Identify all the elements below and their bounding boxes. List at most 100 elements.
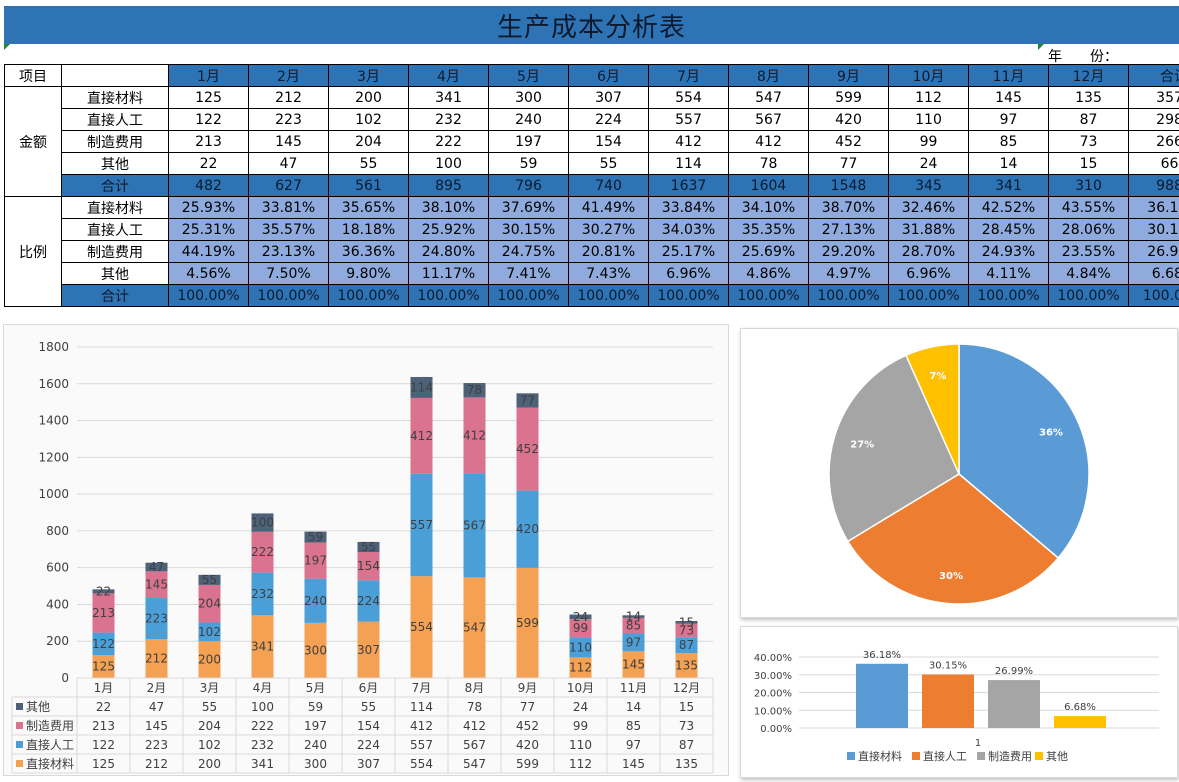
y-tick-label: 1600: [38, 377, 69, 391]
table-cell: 55: [568, 152, 649, 175]
bar-data-label: 47: [149, 560, 164, 574]
header-month: 6月: [568, 64, 649, 87]
table-row: 其他 4.56% 7.50% 9.80% 11.17% 7.41% 7.43% 6.96% 4.…: [5, 262, 1179, 285]
table-cell: 145: [968, 86, 1049, 109]
table-cell: 412: [728, 130, 809, 153]
x-tick-label: 7月: [412, 681, 432, 695]
bar-segment: [145, 571, 168, 599]
bar-segment: [463, 473, 486, 578]
table-cell: 26.99%: [1128, 240, 1179, 263]
bar-data-label: 22: [96, 584, 111, 598]
bar-segment: [569, 637, 592, 658]
bar-data-label: 412: [410, 429, 433, 443]
table-cell: 28.45%: [968, 218, 1049, 241]
bar-segment: [516, 407, 539, 491]
legend-label: 直接材料: [858, 749, 902, 763]
table-cell: 222: [408, 130, 489, 153]
row-label: 其他: [61, 262, 169, 285]
legend-label: 直接材料: [26, 756, 74, 771]
data-table-cell: 22: [96, 700, 111, 714]
data-table-cell: 135: [675, 757, 698, 771]
bar-data-label: 300: [304, 643, 327, 657]
data-table-cell: 599: [516, 757, 539, 771]
table-cell: 100.00%: [408, 284, 489, 307]
bar-segment: [622, 651, 645, 678]
bar-data-label: 412: [463, 428, 486, 442]
table-cell: 42.52%: [968, 196, 1049, 219]
bar-segment: [251, 531, 274, 573]
data-table-cell: 567: [463, 738, 486, 752]
bar-data-label: 97: [626, 635, 641, 649]
bar-segment: [304, 622, 327, 678]
data-table-cell: 212: [145, 757, 168, 771]
table-cell: 1548: [808, 174, 889, 197]
data-table-cell: 420: [516, 738, 539, 752]
table-cell: 561: [328, 174, 409, 197]
corner-marker: [1038, 44, 1044, 50]
table-cell: 23.55%: [1048, 240, 1129, 263]
table-cell: 100.00%: [488, 284, 569, 307]
data-table-cell: 112: [569, 757, 592, 771]
x-tick-label: 4月: [253, 681, 273, 695]
table-cell: 55: [328, 152, 409, 175]
table-cell: 740: [568, 174, 649, 197]
bar-data-label: 112: [569, 661, 592, 675]
bar-data-label: 77: [520, 393, 535, 407]
ratio-bar-label: 36.18%: [863, 650, 901, 661]
bar-data-label: 554: [410, 620, 433, 634]
bar-data-label: 145: [622, 658, 645, 672]
bar-segment: [145, 598, 168, 640]
bar-data-label: 224: [357, 594, 380, 608]
bar-data-label: 599: [516, 616, 539, 630]
table-cell: 4.11%: [968, 262, 1049, 285]
legend-key: [16, 741, 23, 748]
bar-data-label: 14: [626, 610, 641, 624]
header-blank: [61, 64, 169, 87]
table-row: 合计 100.00% 100.00% 100.00% 100.00% 100.00% 100…: [5, 284, 1179, 307]
bar-segment: [92, 655, 115, 678]
bar-data-label: 212: [145, 652, 168, 666]
bar-data-label: 59: [308, 530, 323, 544]
y-tick-label: 400: [46, 597, 69, 611]
header-month: 合计: [1128, 64, 1179, 87]
bar-data-label: 100: [251, 516, 274, 530]
bar-data-label: 114: [410, 380, 433, 394]
table-cell: 110: [888, 108, 969, 131]
table-cell: 36.18%: [1128, 196, 1179, 219]
bar-segment: [463, 397, 486, 474]
data-table-cell: 122: [92, 738, 115, 752]
table-cell: 47: [248, 152, 329, 175]
legend-key: [847, 752, 855, 760]
data-table-cell: 197: [304, 719, 327, 733]
bar-segment: [145, 562, 168, 572]
data-table-cell: 87: [679, 738, 694, 752]
data-table-cell: 125: [92, 757, 115, 771]
table-cell: 25.93%: [168, 196, 249, 219]
x-tick-label: 10月: [567, 681, 594, 695]
data-table-cell: 200: [198, 757, 221, 771]
bar-data-label: 567: [463, 518, 486, 532]
x-tick-label: 5月: [306, 681, 326, 695]
bar-segment: [92, 593, 115, 633]
table-cell: 100.00%: [568, 284, 649, 307]
data-table-cell: 55: [202, 700, 217, 714]
table-cell: 412: [648, 130, 729, 153]
table-row: 其他22475510059551147877241415660: [5, 152, 1179, 175]
bar-data-label: 125: [92, 660, 115, 674]
table-cell: 100.00%: [1128, 284, 1179, 307]
table-cell: 627: [248, 174, 329, 197]
table-cell: 36.36%: [328, 240, 409, 263]
bar-segment: [92, 589, 115, 594]
table-cell: 9.80%: [328, 262, 409, 285]
header-month: 3月: [328, 64, 409, 87]
header-month: 2月: [248, 64, 329, 87]
ratio-bar-label: 30.15%: [929, 660, 967, 671]
data-table-cell: 557: [410, 738, 433, 752]
bar-data-label: 154: [357, 559, 380, 573]
bar-data-label: 232: [251, 587, 274, 601]
bar-segment: [198, 622, 221, 642]
bar-data-label: 15: [679, 615, 694, 629]
ratio-bar-chart: 0.00% 10.00% 20.00% 30.00% 40.00% 36.18% 30.15…: [740, 626, 1178, 778]
bar-data-label: 73: [679, 623, 694, 637]
data-table-cell: 24: [573, 700, 588, 714]
